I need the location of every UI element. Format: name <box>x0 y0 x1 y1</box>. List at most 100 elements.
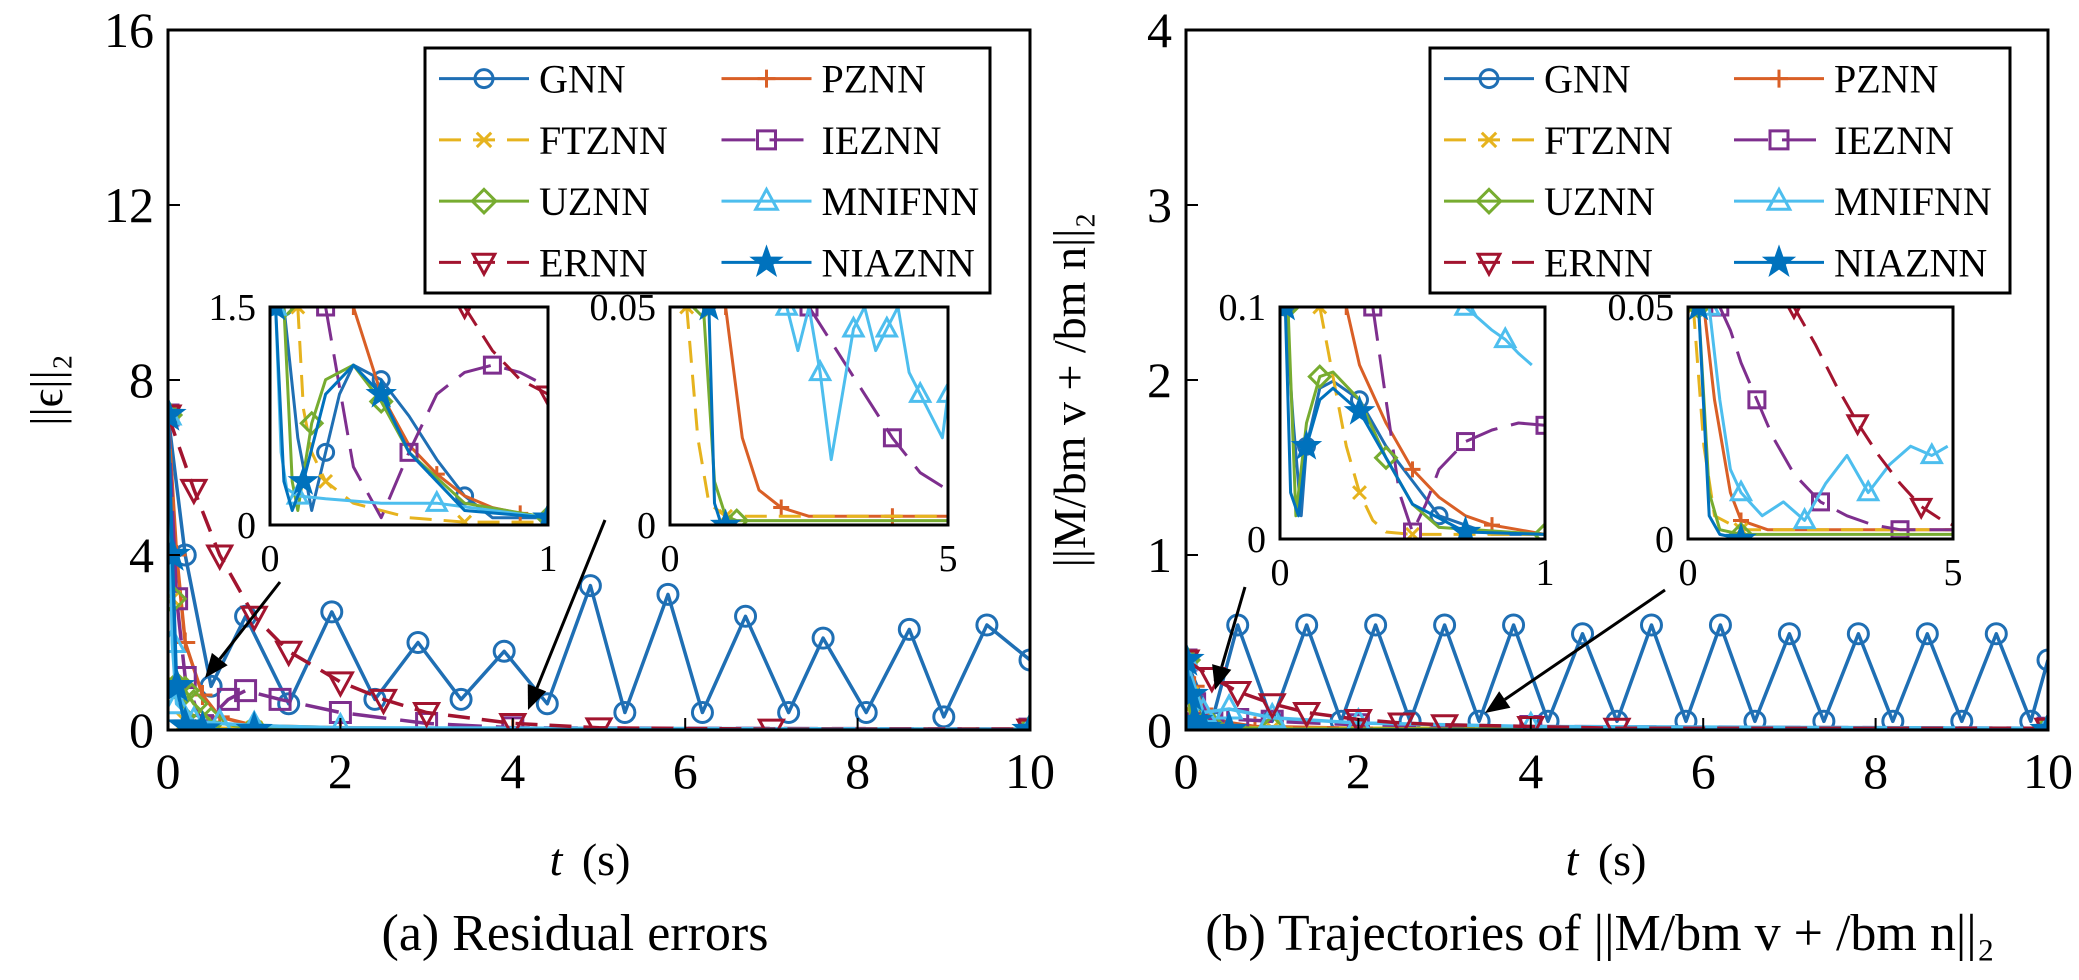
panel-a-legend-item-ernn: ERNN <box>439 240 648 285</box>
panel-a-xlabel: t (s) <box>550 834 631 885</box>
panel-a-inset-2-xtick-label: 0 <box>661 538 680 580</box>
panel-b-main-point-gnn <box>1915 622 1939 646</box>
panel-a-main-ytick-label: 12 <box>104 177 154 233</box>
panel-a-legend-marker <box>470 187 498 215</box>
panel-a-main-xtick-label: 6 <box>673 743 698 799</box>
panel-a-legend-marker <box>749 244 784 277</box>
panel-b-legend-item-ieznn: IEZNN <box>1734 118 1954 163</box>
panel-a-inset-2-point-mnifnn <box>908 380 933 403</box>
panel-b-legend-label: FTZNN <box>1544 118 1673 163</box>
panel-a-main-line-ernn <box>168 414 1030 730</box>
panel-a-main-point-ernn <box>239 605 269 633</box>
panel-b-main-point-ernn <box>1257 693 1287 720</box>
panel-a-main-ytick-label: 4 <box>129 527 154 583</box>
panel-a-inset-2-ytick-label: 0.05 <box>590 287 657 329</box>
panel-b-legend-item-uznn: UZNN <box>1444 179 1655 224</box>
panel-a-main-ytick-label: 8 <box>129 352 154 408</box>
panel-a-xlabel-unit: (s) <box>582 834 631 885</box>
panel-b-main-point-ernn <box>1430 714 1460 730</box>
panel-a-inset-2-line-mnifnn <box>785 307 948 462</box>
panel-b-inset-1-frame <box>1278 305 1547 541</box>
panel-a-legend-marker <box>473 68 495 90</box>
panel-b-main-point-gnn <box>1846 622 1870 646</box>
panel-b-main-point-gnn <box>1398 709 1422 730</box>
panel-a-main-point-niaznn <box>168 666 196 703</box>
panel-b-main-point-ernn <box>1343 709 1373 730</box>
panel-b-legend-marker <box>1768 129 1790 151</box>
panel-b-zoom-arrow-1-head <box>1212 664 1232 690</box>
panel-b-inset-2-line-ernn <box>1792 307 1953 527</box>
panel-b-xlabel-var: t <box>1566 834 1580 885</box>
panel-b-inset-1-point-uznn <box>1373 445 1399 471</box>
panel-b-inset-2-point-ernn <box>1845 414 1870 437</box>
panel-b-inset-1-point-mnifnn <box>1453 307 1478 316</box>
panel-a-main-point-ernn <box>274 640 304 668</box>
panel-b-legend-item-ftznn: FTZNN <box>1444 118 1673 163</box>
panel-b-main-point-niaznn <box>1186 708 1222 730</box>
panel-b-main-xtick-label: 8 <box>1863 743 1888 799</box>
panel-b-legend-item-mnifnn: MNIFNN <box>1734 179 1992 224</box>
panel-b-caption: (b) Trajectories of ||M/bm v + /bm n||₂ <box>1205 905 1995 962</box>
panel-b-legend-box <box>1428 46 2012 295</box>
panel-a-legend-marker <box>475 131 493 149</box>
panel-b-main-xtick-label: 6 <box>1691 743 1716 799</box>
panel-b-main-ytick-label: 0 <box>1147 702 1172 758</box>
panel-b-inset-1-point-ieznn <box>1363 307 1383 317</box>
panel-a-legend-item-pznn: PZNN <box>721 57 926 102</box>
panel-b-inset-1-line-uznn <box>1286 307 1545 536</box>
panel-a-inset-1-point-ftznn <box>290 307 306 315</box>
panel-b-main-point-mnifnn <box>1520 710 1542 730</box>
panel-a-legend-label: GNN <box>539 57 626 102</box>
panel-a-main-point-gnn <box>777 701 801 724</box>
panel-a-main-point-ernn <box>368 688 399 716</box>
panel-a-main-point-niaznn <box>168 535 191 571</box>
panel-a-inset-2-point-mnifnn <box>874 315 899 338</box>
panel-a-inset-2-point-ieznn <box>882 428 902 448</box>
panel-a-main-point-mnifnn <box>207 707 233 730</box>
panel-b-main-point-gnn <box>1433 613 1457 637</box>
panel-b-main-point-gnn <box>1950 709 1974 730</box>
panel-b-main-point-gnn <box>2036 648 2048 672</box>
panel-a-legend-box <box>423 46 992 295</box>
panel-a-inset-2-point-niaznn <box>699 307 719 321</box>
panel-a-inset-1-point-niaznn <box>365 377 397 408</box>
panel-b-inset-2-point-ernn <box>1786 307 1802 321</box>
panel-b-main-point-niaznn <box>1186 640 1205 676</box>
panel-a-main-point-ernn <box>498 712 528 730</box>
panel-a-inset-1-point-ftznn <box>318 473 334 489</box>
panel-b-main-ytick-label: 1 <box>1147 527 1172 583</box>
panel-b-inset-2-ytick-label: 0.05 <box>1608 287 1675 329</box>
panel-b-main-point-gnn <box>1708 613 1732 637</box>
panel-a-legend-item-ieznn: IEZNN <box>721 118 941 163</box>
panel-a-inset-1-point-niaznn <box>532 501 548 525</box>
panel-a-inset-2-point-mnifnn <box>935 380 948 403</box>
panel-a-inset-2-point-mnifnn <box>774 307 799 316</box>
panel-b-inset-1-xtick-label: 1 <box>1536 552 1555 594</box>
panel-b-inset-1-series-group <box>1280 307 1545 539</box>
panel-b-main-point-gnn <box>1364 613 1388 637</box>
panel-b-inset-1-line-mnifnn <box>1464 307 1533 367</box>
panel-a-legend-marker <box>757 69 776 88</box>
panel-a-main-line-ieznn <box>168 414 1030 730</box>
panel-b-inset-1-point-ftznn <box>1352 485 1367 501</box>
panel-a-inset-1-series-group <box>270 307 548 525</box>
panel-a-main-point-niaznn <box>1011 710 1030 730</box>
panel-a-main-line-gnn <box>168 414 1030 719</box>
panel-b-zoom-arrow-2 <box>1503 588 1666 701</box>
panel-b-inset-1: 0 1 0 0.1 <box>1219 287 1555 594</box>
panel-a-zoom-arrow-1-head <box>205 652 228 678</box>
panel-b-legend-marker <box>1480 131 1498 149</box>
panel-b-inset-1-point-ieznn <box>1403 522 1422 539</box>
panel-b-legend-marker <box>1761 244 1797 277</box>
panel-a-main-point-niaznn <box>183 710 222 730</box>
panel-a-main-point-ernn <box>412 702 442 729</box>
panel-a-main-point-gnn <box>578 574 602 598</box>
panel-a-inset-2-point-mnifnn <box>807 358 833 382</box>
panel-a-main-point-gnn <box>492 639 516 663</box>
panel-b-inset-2-line-mnifnn <box>1707 307 1949 522</box>
panel-b-inset-1-point-uznn <box>1307 364 1333 390</box>
panel-b-main-point-gnn <box>1777 622 1801 646</box>
panel-b-inset-1-point-mnifnn <box>1493 325 1518 349</box>
